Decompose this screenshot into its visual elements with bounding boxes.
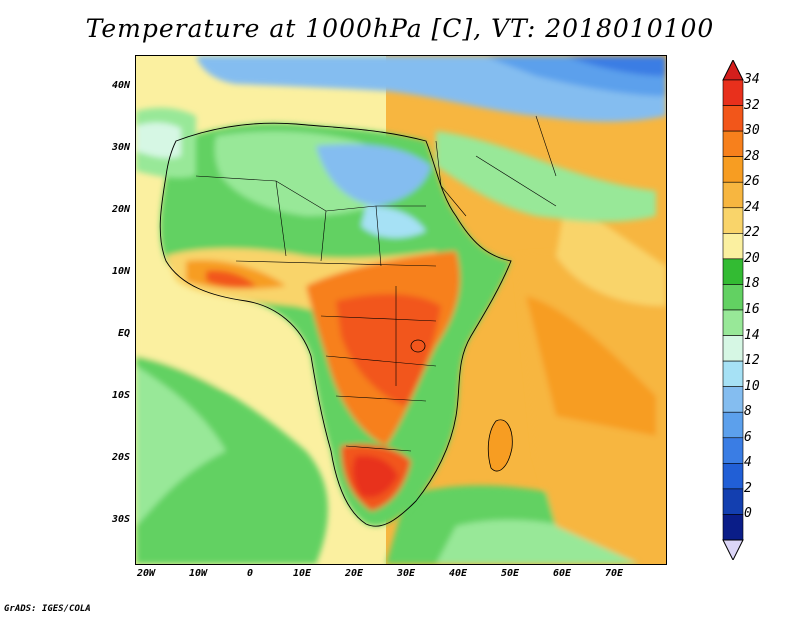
country-borders: [195, 115, 557, 452]
africa-coastline: [159, 122, 512, 527]
colorbar-label: 24: [744, 199, 760, 215]
colorbar-swatch: [722, 105, 744, 132]
colorbar-swatch: [722, 79, 744, 106]
lat-label-20s: 20S: [111, 452, 130, 463]
temperature-map: [135, 55, 667, 565]
lat-label-10n: 10N: [111, 266, 130, 277]
colorbar-label: 22: [744, 225, 760, 241]
colorbar-swatch: [722, 437, 744, 464]
colorbar-label: 26: [744, 174, 760, 190]
colorbar-label: 10: [744, 378, 760, 394]
map-title: Temperature at 1000hPa [C], VT: 20180101…: [85, 14, 715, 43]
colorbar-label: 32: [744, 97, 760, 113]
color-bar: [722, 60, 744, 560]
colorbar-label: 30: [744, 123, 760, 139]
lon-label-40e: 40E: [448, 568, 468, 579]
colorbar-label: 2: [744, 480, 752, 496]
lat-label-20n: 20N: [111, 204, 130, 215]
colorbar-swatch: [722, 284, 744, 311]
credit-text: GrADS: IGES/COLA: [4, 604, 91, 614]
colorbar-swatch: [722, 335, 744, 362]
colorbar-label: 34: [744, 72, 760, 87]
colorbar-label: 16: [744, 302, 760, 317]
colorbar-label: 8: [744, 404, 752, 420]
colorbar-swatch: [722, 463, 744, 490]
lat-label-30s: 30S: [111, 514, 130, 525]
colorbar-swatch: [722, 386, 744, 413]
lon-label-20e: 20E: [344, 568, 364, 579]
colorbar-swatch: [722, 309, 744, 336]
lat-label-10s: 10S: [111, 390, 130, 401]
lon-label-50e: 50E: [500, 568, 520, 579]
colorbar-label: 12: [744, 353, 760, 369]
lat-label-30n: 30N: [111, 142, 130, 153]
colorbar-label: 20: [744, 250, 760, 266]
lon-label-30e: 30E: [396, 568, 416, 579]
colorbar-label: 14: [744, 327, 760, 343]
colorbar-under-triangle: [722, 539, 744, 560]
colorbar-over-triangle: [722, 60, 744, 81]
colorbar-label: 18: [744, 276, 760, 292]
lon-label-0: 0: [246, 568, 254, 579]
lon-label-10w: 10W: [188, 568, 208, 579]
colorbar-swatch: [722, 514, 744, 541]
lon-label-10e: 10E: [292, 568, 312, 579]
lat-label-40n: 40N: [111, 80, 130, 91]
lon-label-20w: 20W: [136, 568, 156, 579]
colorbar-swatch: [722, 411, 744, 439]
colorbar-label: 6: [744, 429, 752, 445]
colorbar-swatch: [722, 258, 744, 285]
colorbar-label: 28: [744, 148, 760, 164]
map-field-svg: [136, 56, 666, 564]
lon-label-60e: 60E: [552, 568, 572, 579]
colorbar-swatch: [722, 360, 744, 387]
lon-label-70e: 70E: [604, 568, 624, 579]
lat-label-eq: EQ: [117, 328, 130, 339]
colorbar-swatch: [722, 130, 744, 157]
colorbar-swatch: [722, 488, 744, 515]
colorbar-label: 0: [744, 506, 752, 522]
colorbar-swatch: [722, 181, 744, 209]
colorbar-swatch: [722, 233, 744, 260]
colorbar-swatch: [722, 207, 744, 234]
colorbar-swatch: [722, 156, 744, 183]
colorbar-label: 4: [744, 455, 752, 471]
